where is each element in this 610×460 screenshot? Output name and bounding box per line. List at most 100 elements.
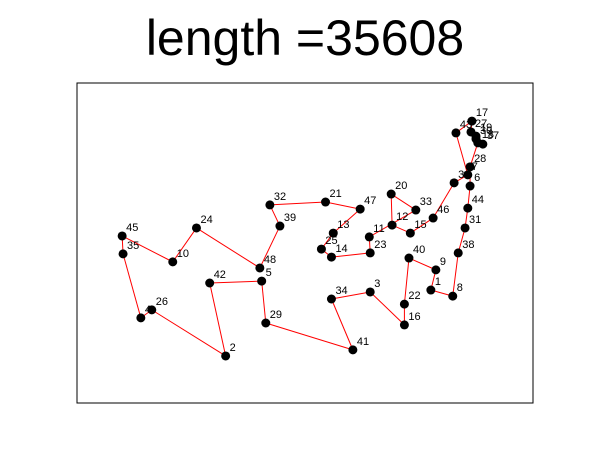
route-segment xyxy=(209,282,227,357)
data-point-1 xyxy=(426,285,436,295)
point-label-16: 16 xyxy=(408,311,420,323)
data-point-20 xyxy=(386,189,396,199)
data-point-25 xyxy=(316,244,326,254)
data-point-6 xyxy=(465,181,475,191)
point-label-9: 9 xyxy=(440,256,446,268)
point-label-47: 47 xyxy=(364,195,376,207)
data-point-34 xyxy=(326,294,336,304)
route-segment xyxy=(410,217,434,234)
point-label-40: 40 xyxy=(413,244,425,256)
data-point-37 xyxy=(478,139,488,149)
point-label-35: 35 xyxy=(127,240,139,252)
data-point-44 xyxy=(463,203,473,213)
point-label-36: 36 xyxy=(458,169,470,181)
route-segment xyxy=(122,253,142,319)
point-label-37: 37 xyxy=(487,130,499,142)
data-point-13 xyxy=(328,228,338,238)
label-layer: 1234567891011121314151617181920212223242… xyxy=(126,107,499,354)
data-point-5 xyxy=(257,276,267,286)
route-segment xyxy=(121,235,173,263)
point-label-18: 18 xyxy=(482,129,494,141)
data-point-15 xyxy=(405,228,415,238)
point-label-24: 24 xyxy=(200,214,212,226)
point-label-21: 21 xyxy=(330,188,342,200)
point-label-10: 10 xyxy=(177,248,189,260)
point-label-32: 32 xyxy=(274,191,286,203)
data-point-8 xyxy=(448,291,458,301)
point-label-29: 29 xyxy=(270,309,282,321)
point-label-48: 48 xyxy=(264,254,276,266)
data-point-36 xyxy=(449,178,459,188)
point-label-44: 44 xyxy=(472,194,484,206)
point-label-15: 15 xyxy=(414,219,426,231)
route-segment xyxy=(331,291,371,300)
route-segment xyxy=(452,252,459,297)
point-layer xyxy=(117,116,488,361)
route-segment xyxy=(390,194,393,226)
data-point-32 xyxy=(265,200,275,210)
data-point-12 xyxy=(387,220,397,230)
route-segment xyxy=(432,182,455,219)
route-segment xyxy=(403,257,410,305)
data-point-45 xyxy=(117,231,127,241)
route-segment xyxy=(331,252,371,258)
point-label-42: 42 xyxy=(214,269,226,281)
data-point-14 xyxy=(326,252,336,262)
point-label-41: 41 xyxy=(357,336,369,348)
route-segment xyxy=(408,257,437,271)
data-point-7 xyxy=(463,170,473,180)
route-segment xyxy=(269,201,326,206)
point-label-19: 19 xyxy=(480,122,492,134)
route-segment xyxy=(172,227,197,263)
route-segment xyxy=(265,322,354,351)
point-label-38: 38 xyxy=(462,239,474,251)
point-label-7: 7 xyxy=(472,161,478,173)
route-segment xyxy=(151,309,226,357)
point-label-22: 22 xyxy=(408,290,420,302)
point-label-2: 2 xyxy=(230,342,236,354)
point-label-11: 11 xyxy=(373,223,384,235)
point-label-26: 26 xyxy=(156,296,168,308)
route-segment xyxy=(325,201,361,210)
route-segment xyxy=(390,193,417,211)
data-point-33 xyxy=(411,205,421,215)
data-point-38 xyxy=(453,248,463,258)
data-point-29 xyxy=(261,318,271,328)
point-label-6: 6 xyxy=(474,172,480,184)
point-label-34: 34 xyxy=(335,285,347,297)
route-segment xyxy=(330,298,354,351)
data-point-2 xyxy=(221,351,231,361)
point-label-23: 23 xyxy=(374,239,386,251)
data-point-31 xyxy=(460,223,470,233)
data-point-30 xyxy=(471,134,481,144)
data-point-48 xyxy=(255,263,265,273)
data-point-43 xyxy=(451,128,461,138)
data-point-35 xyxy=(118,249,128,259)
data-point-10 xyxy=(168,257,178,267)
point-label-1: 1 xyxy=(435,276,441,288)
point-label-33: 33 xyxy=(420,196,432,208)
point-label-30: 30 xyxy=(480,125,492,137)
point-label-17: 17 xyxy=(476,107,488,119)
point-label-45: 45 xyxy=(126,222,138,234)
data-point-9 xyxy=(431,265,441,275)
data-point-28 xyxy=(465,162,475,172)
point-label-8: 8 xyxy=(457,282,463,294)
route-segment xyxy=(261,281,267,324)
data-point-40 xyxy=(404,253,414,263)
point-label-39: 39 xyxy=(284,212,296,224)
point-label-28: 28 xyxy=(474,153,486,165)
point-label-27: 27 xyxy=(475,118,487,130)
point-label-5: 5 xyxy=(266,267,272,279)
point-label-43: 43 xyxy=(460,119,472,131)
chart-title: length =35608 xyxy=(145,10,465,66)
route-segment xyxy=(369,291,405,326)
data-point-22 xyxy=(399,299,409,309)
data-point-21 xyxy=(321,197,331,207)
data-point-27 xyxy=(466,127,476,137)
data-point-24 xyxy=(191,223,201,233)
route-segment xyxy=(332,208,361,234)
point-label-25: 25 xyxy=(325,235,337,247)
data-point-41 xyxy=(348,345,358,355)
